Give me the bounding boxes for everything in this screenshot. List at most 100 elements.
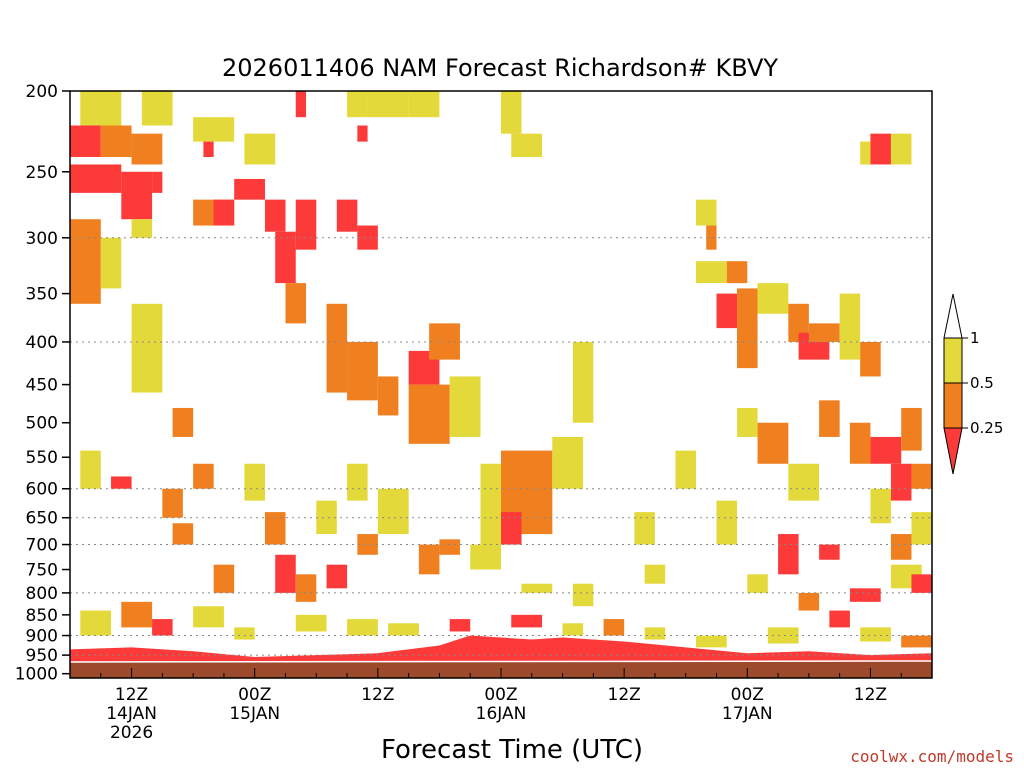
heatmap-cell [295, 91, 307, 118]
heatmap-cell [716, 500, 738, 545]
heatmap-cell [264, 512, 286, 545]
heatmap-cell [521, 583, 553, 593]
heatmap-cell [275, 231, 296, 284]
heatmap-cell [449, 376, 481, 437]
heatmap-cell [264, 199, 286, 232]
heatmap-cell [829, 610, 850, 628]
heatmap-cell [737, 407, 758, 437]
y-tick-label: 200 [26, 82, 58, 102]
heatmap-cell [193, 606, 224, 628]
heatmap-cell [839, 293, 861, 360]
heatmap-cell [480, 463, 501, 555]
y-tick-label: 350 [26, 285, 58, 305]
heatmap-cell [388, 623, 419, 636]
heatmap-cell [501, 91, 522, 134]
heatmap-cell [377, 376, 399, 416]
heatmap-cell [121, 171, 153, 220]
heatmap-cell [860, 141, 871, 165]
heatmap-cell [80, 610, 112, 636]
x-tick-date: 14JAN [106, 704, 157, 724]
legend-bin-above-1 [943, 293, 963, 339]
heatmap-cell [347, 619, 378, 636]
heatmap-cell [193, 117, 235, 142]
colorbar-legend: 1 0.5 0.25 [943, 293, 1003, 475]
heatmap-cell [890, 534, 912, 560]
heatmap-cell [870, 436, 902, 464]
heatmap-cell [244, 463, 265, 501]
y-tick-label: 400 [26, 333, 58, 353]
plot-area [69, 90, 933, 679]
y-axis: 200 250 300 350 400 450 500 550 600 650 700 750 8008… [15, 82, 70, 685]
x-tick-date: 16JAN [476, 704, 527, 724]
x-tick-year: 2026 [110, 723, 153, 743]
heatmap-cell [131, 219, 153, 238]
legend-bin-0.5-1 [943, 337, 963, 384]
heatmap-cell [131, 303, 163, 393]
heatmap-cells [70, 91, 932, 648]
heatmap-cell [326, 303, 348, 393]
y-tick-label: 300 [26, 229, 58, 249]
credit-text: coolwx.com/models [850, 747, 1014, 766]
heatmap-cell [234, 627, 255, 640]
heatmap-cell [336, 199, 358, 232]
heatmap-cell [152, 171, 163, 193]
x-tick-label: 12Z [608, 685, 641, 705]
heatmap-cell [162, 488, 183, 518]
x-tick-label: 00Z [731, 685, 764, 705]
y-tick-label: 500 [26, 414, 58, 434]
legend-label: 0.5 [970, 374, 994, 392]
heatmap-cell [449, 619, 471, 632]
y-tick-label: 700 [26, 536, 58, 556]
heatmap-cell [562, 623, 584, 636]
heatmap-cell [695, 261, 727, 284]
y-tick-label: 650 [26, 509, 58, 529]
legend-bin-below-0.25 [943, 427, 963, 475]
heatmap-cell [367, 91, 409, 118]
heatmap-cell [121, 601, 153, 628]
y-tick-label: 550 [26, 448, 58, 468]
y-tick-label: 800 [26, 584, 58, 604]
heatmap-cell [193, 463, 214, 489]
heatmap-cell [695, 635, 727, 648]
x-tick-date: 17JAN [722, 704, 773, 724]
y-tick-label: 450 [26, 376, 58, 396]
heatmap-cell [901, 407, 922, 451]
heatmap-cell [357, 534, 378, 555]
heatmap-cell [141, 91, 173, 126]
plot-background [70, 91, 932, 678]
heatmap-cell [634, 512, 655, 545]
heatmap-cell [849, 588, 881, 602]
heatmap-cell [706, 225, 717, 250]
heatmap-cell [275, 554, 296, 593]
heatmap-cell [501, 512, 522, 545]
heatmap-cell [737, 288, 758, 369]
heatmap-cell [347, 91, 368, 118]
heatmap-cell [788, 463, 820, 501]
heatmap-cell [439, 539, 460, 555]
heatmap-cell [244, 133, 276, 165]
heatmap-cell [295, 614, 327, 632]
heatmap-cell [726, 261, 748, 284]
heatmap-cell [572, 341, 594, 423]
y-tick-label: 900 [26, 627, 58, 647]
heatmap-cell [203, 141, 214, 158]
y-tick-label: 250 [26, 163, 58, 183]
heatmap-cell [675, 450, 696, 489]
heatmap-cell [213, 564, 235, 593]
heatmap-cell [377, 488, 409, 535]
heatmap-cell [316, 500, 337, 535]
legend-bin-0.25-0.5 [943, 382, 963, 429]
heatmap-cell [860, 341, 881, 377]
chart-title: 2026011406 NAM Forecast Richardson# KBVY [222, 54, 778, 82]
heatmap-cell [70, 125, 101, 158]
x-axis-label: Forecast Time (UTC) [381, 735, 643, 765]
heatmap-cell [285, 283, 307, 324]
x-tick-label: 00Z [238, 685, 271, 705]
heatmap-cell [511, 614, 543, 628]
heatmap-cell [644, 627, 666, 640]
heatmap-cell [819, 400, 840, 437]
heatmap-cell [778, 534, 799, 575]
heatmap-cell [788, 303, 809, 342]
